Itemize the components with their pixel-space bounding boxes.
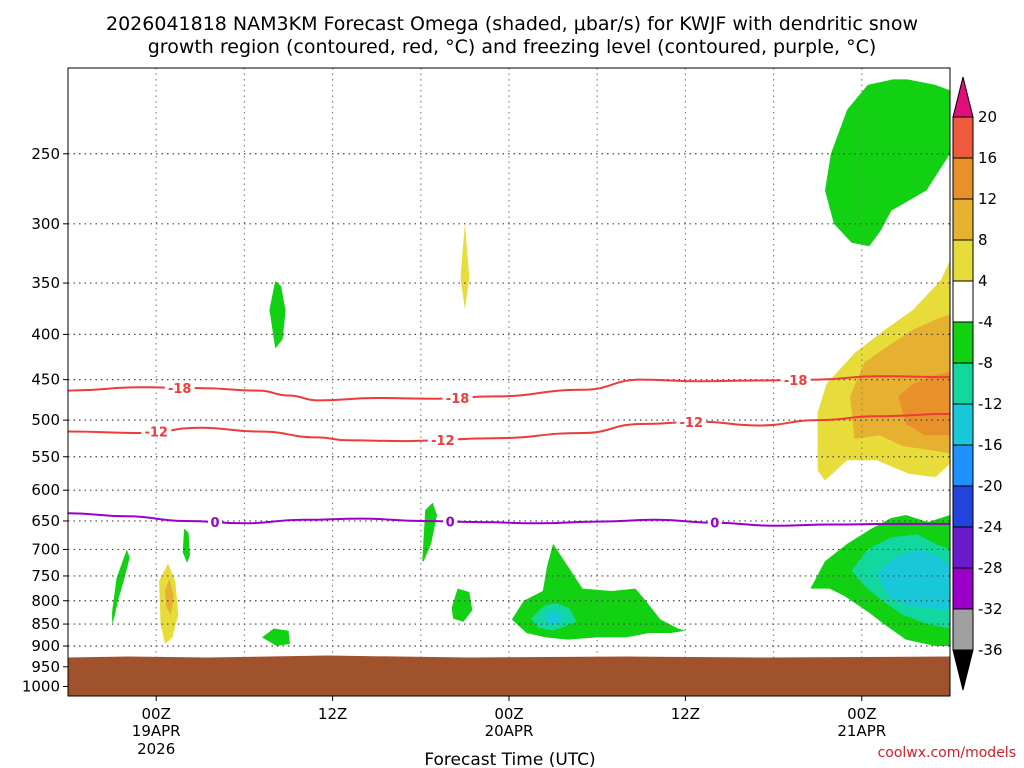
x-tick-date: 19APR — [132, 722, 181, 740]
contour-label-bg — [427, 432, 458, 447]
x-tick-label: 00Z — [142, 705, 171, 723]
x-tick-label: 00Z — [847, 705, 876, 723]
colorbar-segment — [952, 239, 974, 282]
colorbar-segment — [952, 526, 974, 569]
colorbar-label: -20 — [978, 477, 1003, 495]
y-tick-label: 800 — [31, 592, 60, 610]
omega-shading — [112, 79, 950, 646]
x-tick-label: 12Z — [671, 705, 700, 723]
colorbar-label: -8 — [978, 354, 993, 372]
colorbar-label: 20 — [978, 108, 997, 126]
y-axis: 250 300 350 400 450 500 550 600 650 700 750 800 850 9… — [22, 145, 68, 696]
contour-label-isotherm-minus-12: -12 — [680, 416, 704, 431]
terrain-fill — [68, 655, 950, 696]
x-tick-label: 12Z — [318, 705, 347, 723]
contour-isotherm-minus-12 — [68, 412, 950, 443]
x-axis-label: Forecast Time (UTC) — [424, 750, 595, 768]
contour-label-isotherm-minus-18: -18 — [784, 374, 808, 389]
contour-lines: -18 -18 -18 -12 -12 -12 0 0 0 — [68, 372, 950, 532]
contour-label-bg — [164, 380, 195, 395]
contour-label-isotherm-minus-18: -18 — [168, 382, 192, 397]
colorbar-label: -16 — [978, 436, 1003, 454]
colorbar-label: -24 — [978, 518, 1003, 536]
y-tick-label: 750 — [31, 567, 60, 585]
contour-label-isotherm-minus-18: -18 — [446, 392, 470, 407]
chart-title-line-1: 2026041818 NAM3KM Forecast Omega (shaded… — [106, 13, 918, 35]
contour-label-freezing-level: 0 — [710, 517, 719, 532]
y-tick-label: 250 — [31, 145, 60, 163]
contour-label-bg — [443, 514, 458, 529]
colorbar-segment — [952, 403, 974, 446]
omega-region-green-low-d — [422, 502, 437, 562]
y-tick-label: 300 — [31, 215, 60, 233]
colorbar-bottom-arrow — [952, 649, 974, 691]
colorbar-label: 8 — [978, 231, 988, 249]
plot-area: -18 -18 -18 -12 -12 -12 0 0 0 — [68, 68, 950, 696]
terrain-surface — [68, 655, 950, 696]
contour-label-bg — [208, 515, 222, 530]
x-tick-date: 21APR — [837, 722, 886, 740]
y-tick-label: 600 — [31, 481, 60, 499]
contour-label-bg — [442, 390, 473, 405]
colorbar-label: -32 — [978, 600, 1003, 618]
y-tick-label: 700 — [31, 540, 60, 558]
omega-region-green-low-a — [112, 549, 130, 625]
y-tick-label: 500 — [31, 411, 60, 429]
y-tick-label: 850 — [31, 615, 60, 633]
contour-label-bg — [141, 424, 172, 439]
contour-label-freezing-level: 0 — [210, 516, 219, 531]
omega-region-cyan-low-f — [544, 610, 565, 625]
colorbar-segment — [952, 362, 974, 405]
omega-region-green-top-right — [825, 79, 950, 247]
y-tick-label: 900 — [31, 637, 60, 655]
omega-region-green-upper-blob — [269, 280, 286, 349]
colorbar-label: 16 — [978, 149, 997, 167]
colorbar-segment — [952, 608, 974, 651]
colorbar: -36 -32 -28 -24 -20 -16 -12 -8 -4 4 8 12 16 20 — [952, 76, 1003, 691]
colorbar-segment — [952, 116, 974, 159]
colorbar-segment — [952, 444, 974, 487]
omega-region-cyan-right-low — [876, 549, 950, 611]
omega-region-green-low-e — [451, 588, 473, 622]
contour-label-bg — [676, 415, 707, 430]
omega-region-green-low-c — [262, 628, 290, 646]
y-tick-label: 650 — [31, 512, 60, 530]
y-tick-label: 350 — [31, 274, 60, 292]
omega-region-green-low-b — [182, 528, 190, 563]
y-tick-label: 400 — [31, 325, 60, 343]
credit-text: coolwx.com/models — [878, 745, 1016, 761]
colorbar-label: -36 — [978, 641, 1003, 659]
x-tick-year: 2026 — [137, 740, 175, 758]
colorbar-segment — [952, 280, 974, 323]
colorbar-segment — [952, 567, 974, 610]
contour-label-bg — [707, 515, 722, 530]
contour-label-bg — [780, 372, 811, 387]
omega-region-yellow-upper-spike — [460, 223, 470, 310]
colorbar-label: -4 — [978, 313, 993, 331]
colorbar-segment — [952, 198, 974, 241]
y-tick-label: 450 — [31, 371, 60, 389]
colorbar-label: -28 — [978, 559, 1003, 577]
x-tick-date: 20APR — [485, 722, 534, 740]
x-tick-label: 00Z — [494, 705, 523, 723]
omega-region-orange-right-upper — [898, 371, 950, 436]
omega-region-orange-low-left — [165, 578, 174, 615]
contour-label-isotherm-minus-12: -12 — [144, 426, 168, 441]
colorbar-segment — [952, 321, 974, 364]
y-tick-label: 1000 — [22, 678, 60, 696]
contour-label-freezing-level: 0 — [446, 516, 455, 531]
y-tick-label: 550 — [31, 448, 60, 466]
colorbar-segment — [952, 485, 974, 528]
chart-title-line-2: growth region (contoured, red, °C) and f… — [148, 36, 877, 58]
contour-label-isotherm-minus-12: -12 — [431, 434, 455, 449]
colorbar-segment — [952, 157, 974, 200]
y-tick-label: 950 — [31, 658, 60, 676]
colorbar-label: 12 — [978, 190, 997, 208]
colorbar-top-arrow — [952, 76, 974, 118]
colorbar-label: 4 — [978, 272, 988, 290]
colorbar-label: -12 — [978, 395, 1003, 413]
